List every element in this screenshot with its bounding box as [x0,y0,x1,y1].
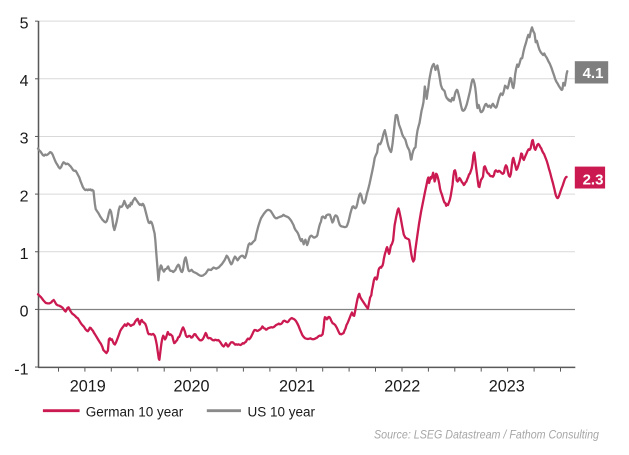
svg-text:2020: 2020 [173,378,209,396]
svg-text:1: 1 [20,246,29,263]
svg-text:4.1: 4.1 [583,65,604,82]
svg-text:2021: 2021 [279,378,315,396]
svg-text:2022: 2022 [384,378,420,396]
svg-text:Source: LSEG Datastream / Fath: Source: LSEG Datastream / Fathom Consult… [374,428,599,442]
svg-text:German 10 year: German 10 year [86,405,184,420]
svg-text:4: 4 [20,73,29,90]
svg-text:2023: 2023 [489,378,525,396]
svg-text:US 10 year: US 10 year [248,405,316,420]
svg-text:2: 2 [20,188,29,205]
svg-text:2.3: 2.3 [583,172,604,189]
svg-text:2019: 2019 [70,378,106,396]
svg-text:5: 5 [20,15,29,32]
svg-text:0: 0 [20,304,29,321]
svg-text:-1: -1 [14,361,28,378]
svg-text:3: 3 [20,131,29,148]
